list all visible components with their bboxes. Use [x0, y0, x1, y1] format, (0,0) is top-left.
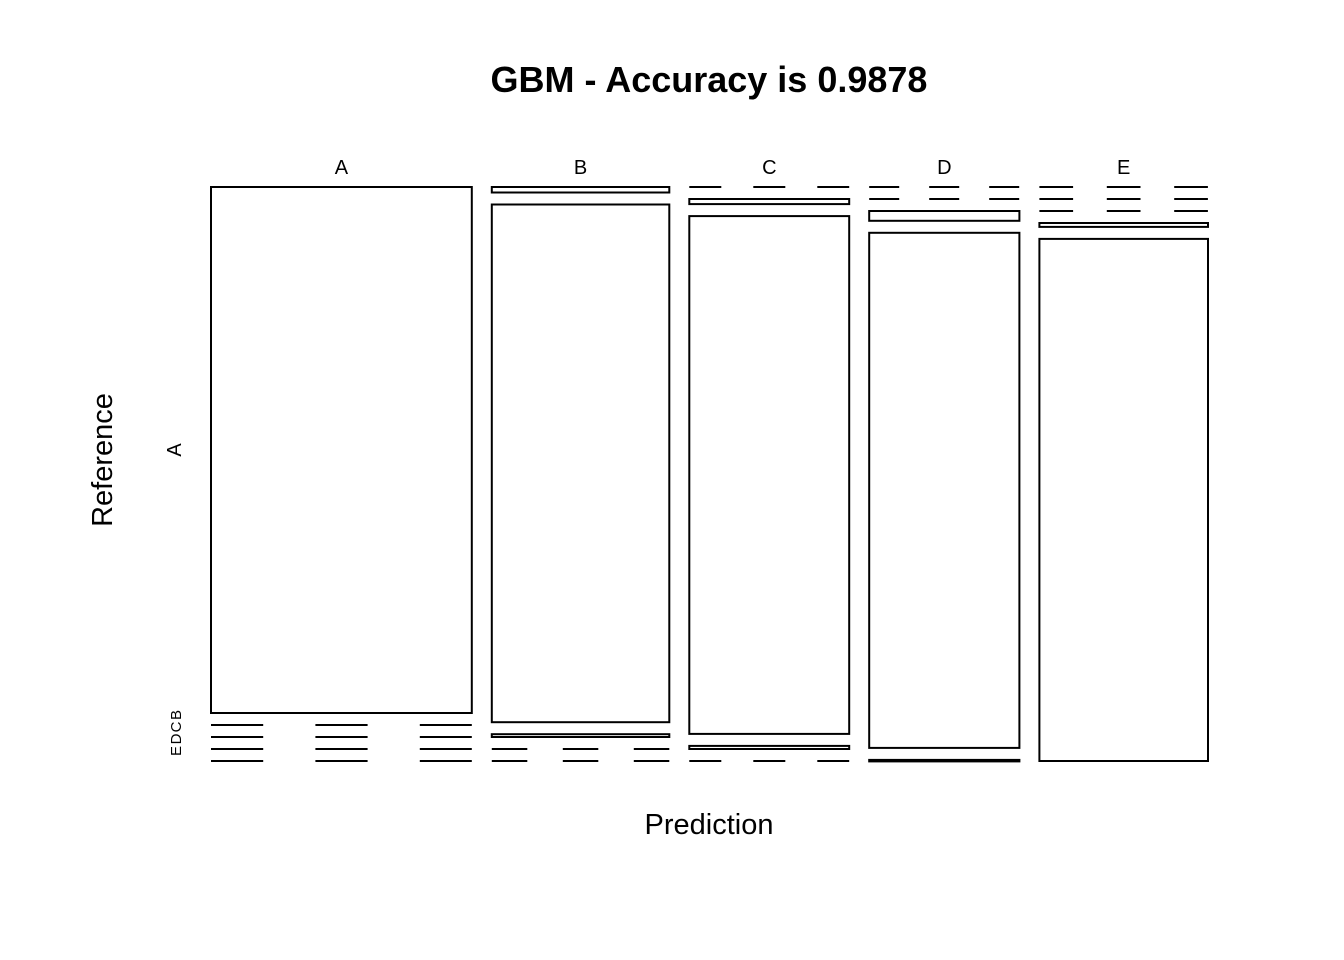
x-tick-e: E: [1117, 157, 1130, 179]
x-tick-a: A: [335, 157, 349, 179]
tile-pred-d-ref-d: [868, 231, 1021, 749]
tile-pred-c-ref-b: [688, 198, 851, 206]
y-tick-c: C: [168, 721, 185, 732]
x-tick-d: D: [937, 157, 951, 179]
y-tick-a: A: [164, 443, 186, 457]
x-tick-labels: A B C D E: [335, 157, 1131, 179]
y-tick-b: B: [168, 710, 185, 720]
tile-pred-e-ref-e: [1038, 237, 1210, 762]
tile-pred-b-ref-a: [490, 186, 671, 194]
x-axis-label: Prediction: [645, 809, 774, 841]
y-tick-d: D: [168, 733, 185, 744]
x-tick-c: C: [762, 157, 776, 179]
tile-pred-e-ref-d: [1038, 222, 1210, 228]
tile-pred-b-ref-c: [490, 733, 671, 739]
mosaic-tiles: [210, 186, 1210, 763]
tile-pred-a-ref-a: [210, 186, 473, 714]
tile-pred-d-ref-e: [868, 758, 1021, 763]
tile-pred-c-ref-d: [688, 744, 851, 751]
tile-pred-c-ref-c: [688, 215, 851, 735]
y-axis-label: Reference: [87, 393, 119, 527]
y-tick-e: E: [168, 746, 185, 756]
x-tick-b: B: [574, 157, 587, 179]
chart-title: GBM - Accuracy is 0.9878: [491, 59, 928, 100]
tile-pred-d-ref-c: [868, 210, 1021, 222]
tile-pred-b-ref-b: [490, 203, 671, 724]
